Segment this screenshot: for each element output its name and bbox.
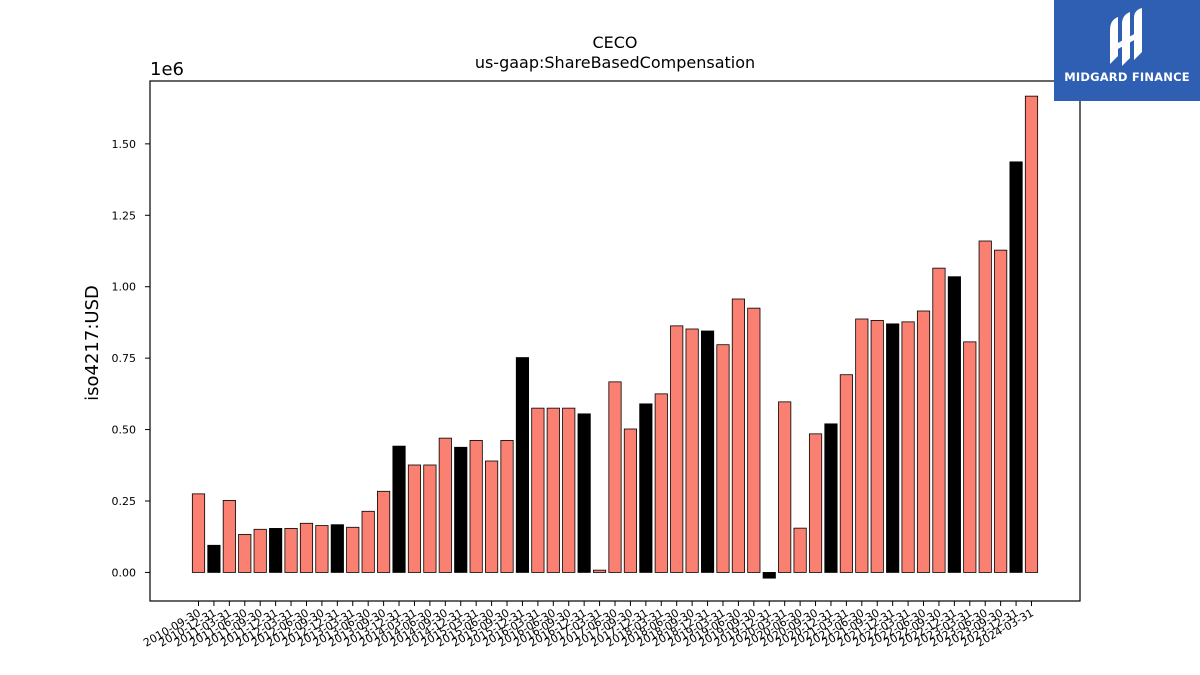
bar [299, 522, 314, 573]
y-axis-ticks: 0.00 0.25 0.50 0.75 1.00 1.25 1.50 [112, 138, 150, 579]
bar [778, 401, 792, 573]
bar [1009, 161, 1023, 573]
bar [454, 446, 468, 573]
bar [685, 328, 699, 573]
bar [994, 249, 1008, 573]
chart-title: CECO [592, 33, 637, 52]
bar [423, 464, 437, 573]
bar [284, 528, 298, 573]
bar [855, 318, 869, 573]
bar [963, 341, 977, 573]
y-tick-label: 0.75 [112, 352, 137, 365]
bar [654, 393, 668, 573]
bar [346, 526, 360, 573]
bar [269, 528, 283, 573]
bar [546, 407, 560, 573]
bar [916, 310, 931, 573]
bar [716, 344, 730, 573]
bar [932, 267, 946, 573]
chart-subtitle: us-gaap:ShareBasedCompensation [475, 53, 755, 72]
bar [870, 320, 884, 573]
bar [593, 569, 607, 573]
bar [639, 403, 653, 573]
bar [839, 374, 853, 573]
bar [1024, 95, 1039, 573]
bar [824, 423, 838, 573]
bar [191, 493, 206, 573]
bar [747, 307, 761, 573]
bar [700, 330, 715, 573]
bar [392, 445, 406, 573]
y-tick-label: 0.50 [112, 424, 137, 437]
midgard-finance-logo: MIDGARD FINANCE [1054, 0, 1200, 101]
bar [947, 276, 961, 573]
bar [886, 323, 900, 573]
bar [361, 510, 375, 573]
bar [531, 407, 545, 573]
plot-frame [149, 80, 1081, 602]
bar [330, 524, 344, 573]
y-tick-label: 0.00 [112, 566, 137, 579]
y-tick-label: 1.00 [112, 281, 137, 294]
bar [377, 490, 391, 573]
y-tick-label: 0.25 [112, 495, 137, 508]
bar [407, 464, 422, 573]
bar [315, 525, 329, 573]
bar [577, 413, 591, 573]
bar [731, 298, 745, 573]
bar [500, 440, 514, 573]
bar [623, 428, 637, 573]
bar [515, 357, 530, 573]
bar [901, 321, 915, 573]
bar [238, 534, 252, 573]
midgard-logo-icon [1110, 8, 1142, 66]
y-tick-label: 1.50 [112, 138, 137, 151]
bar [978, 240, 992, 573]
bar [793, 527, 807, 573]
bar [222, 500, 236, 573]
bar [438, 437, 452, 573]
y-axis-label: iso4217:USD [82, 285, 103, 401]
logo-text: MIDGARD FINANCE [1064, 70, 1190, 84]
bar [469, 440, 483, 573]
bar [670, 325, 684, 573]
bar [608, 381, 622, 573]
bar [485, 460, 499, 573]
y-multiplier-label: 1e6 [150, 59, 184, 80]
y-tick-label: 1.25 [112, 209, 137, 222]
bar [253, 528, 267, 573]
bar [808, 433, 823, 573]
x-axis-ticks: 2010-09-302010-12-312011-03-312011-06-30… [141, 601, 1036, 650]
bar [207, 544, 221, 573]
bar [762, 572, 776, 579]
bar [562, 407, 576, 573]
bar-series [191, 95, 1039, 579]
